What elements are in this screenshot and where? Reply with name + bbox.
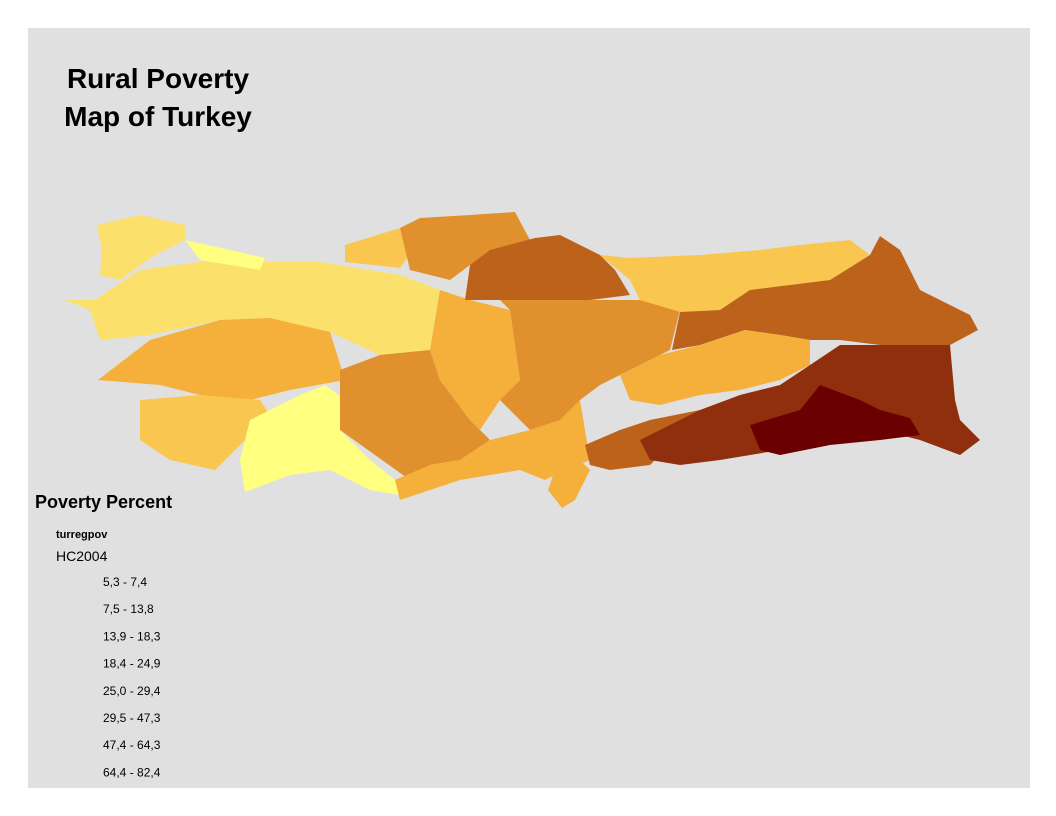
region	[672, 236, 978, 350]
region	[98, 318, 345, 400]
region	[340, 350, 490, 480]
legend-label: 64,4 - 82,4	[103, 765, 161, 779]
turkey-map	[65, 212, 980, 508]
legend-label: 5,3 - 7,4	[103, 575, 147, 589]
region	[97, 215, 185, 280]
region	[185, 240, 265, 270]
legend-label: 18,4 - 24,9	[103, 657, 161, 671]
region	[400, 212, 530, 280]
legend-label: 13,9 - 18,3	[103, 629, 161, 643]
legend-label: 29,5 - 47,3	[103, 711, 161, 725]
region	[140, 395, 270, 470]
legend-title: Poverty Percent	[35, 492, 172, 512]
region	[465, 235, 630, 305]
region	[430, 290, 520, 430]
map-title: Map of Turkey	[64, 101, 252, 132]
region	[395, 400, 590, 500]
region	[620, 330, 810, 405]
legend-field: HC2004	[56, 548, 108, 564]
legend-label: 47,4 - 64,3	[103, 738, 161, 752]
legend-label: 25,0 - 29,4	[103, 684, 161, 698]
region	[750, 385, 920, 455]
region	[65, 262, 440, 355]
region	[345, 228, 420, 268]
region	[600, 240, 870, 312]
legend-label: 7,5 - 13,8	[103, 602, 154, 616]
legend-layer: turregpov	[56, 529, 108, 541]
region	[240, 385, 400, 495]
map-title: Rural Poverty	[67, 63, 249, 94]
legend: 5,3 - 7,4 7,5 - 13,8 13,9 - 18,3 18,4 - 24,…	[103, 575, 161, 779]
region	[500, 300, 680, 430]
region	[548, 460, 590, 508]
